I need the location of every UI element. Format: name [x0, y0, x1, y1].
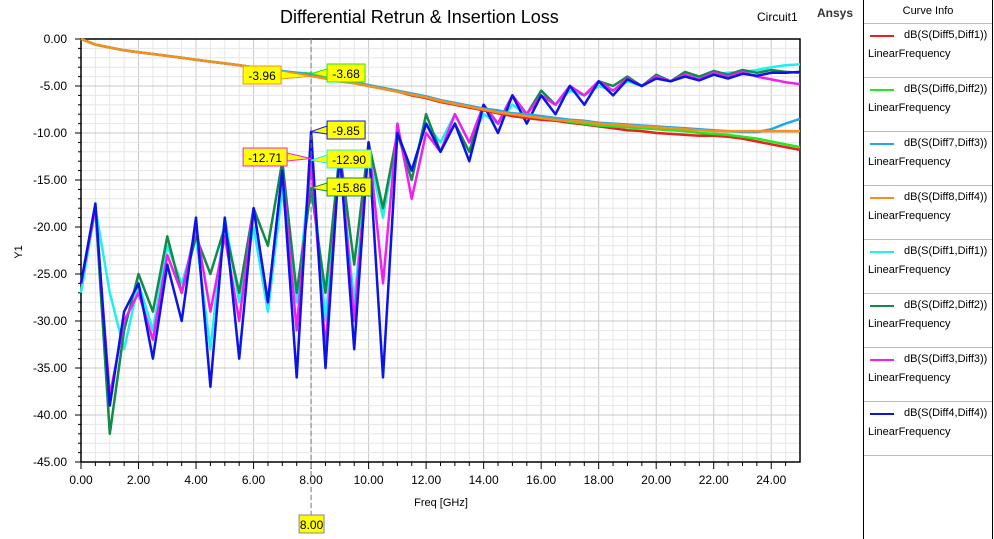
svg-text:8.00: 8.00	[300, 518, 324, 532]
svg-text:-12.90: -12.90	[332, 153, 366, 167]
y-tick-label: -10.00	[33, 126, 67, 140]
x-tick-label: 0.00	[69, 473, 93, 487]
legend-series-name: dB(S(Diff7,Diff3))	[904, 137, 988, 149]
legend-swatch-icon	[870, 413, 894, 415]
cursor-x-badge[interactable]: 8.00	[298, 514, 325, 534]
svg-text:-9.85: -9.85	[332, 124, 360, 138]
brand-logo: Ansys	[817, 6, 854, 20]
legend-swatch-icon	[870, 359, 894, 361]
legend-item[interactable]: dB(S(Diff4,Diff4)) LinearFrequency	[864, 402, 992, 456]
legend-series-name: dB(S(Diff2,Diff2))	[904, 299, 988, 311]
legend-series-name: dB(S(Diff1,Diff1))	[904, 245, 988, 257]
x-tick-label: 16.00	[526, 473, 556, 487]
chart-title: Differential Retrun & Insertion Loss	[280, 7, 559, 27]
x-tick-label: 10.00	[354, 473, 384, 487]
x-tick-label: 14.00	[469, 473, 499, 487]
legend-item[interactable]: dB(S(Diff5,Diff1)) LinearFrequency	[864, 24, 992, 78]
curve-info-legend: Curve Info dB(S(Diff5,Diff1)) LinearFreq…	[863, 0, 993, 539]
x-axis: 0.00 2.00 4.00 6.00 8.00 10.00 12.00 14.00 16.00…	[69, 462, 787, 509]
series-curve[interactable]	[80, 37, 800, 133]
legend-series-sub: LinearFrequency	[868, 318, 951, 330]
x-tick-label: 20.00	[641, 473, 671, 487]
y-axis: 0.00 -5.00 -10.00 -15.00 -20.00 -25.00 -30.00 -…	[13, 32, 81, 469]
x-tick-label: 2.00	[127, 473, 151, 487]
legend-swatch-icon	[870, 251, 894, 253]
marker-label[interactable]: -15.86	[310, 177, 372, 197]
legend-series-sub: LinearFrequency	[868, 156, 951, 168]
marker-label[interactable]: -12.71	[242, 147, 312, 167]
svg-text:-15.86: -15.86	[332, 181, 366, 195]
curves	[79, 37, 801, 436]
circuit-label: Circuit1	[757, 10, 798, 24]
svg-text:-3.68: -3.68	[332, 67, 360, 81]
svg-text:-3.96: -3.96	[248, 69, 276, 83]
x-tick-label: 6.00	[242, 473, 266, 487]
marker-label[interactable]: -12.90	[310, 149, 372, 169]
y-tick-label: -25.00	[33, 267, 67, 281]
legend-series-sub: LinearFrequency	[868, 210, 951, 222]
markers: -3.96 -3.68 -9.85 -12.71 -12.90 -15.86	[242, 63, 372, 197]
legend-swatch-icon	[870, 197, 894, 199]
legend-series-name: dB(S(Diff6,Diff2))	[904, 83, 988, 95]
y-tick-label: 0.00	[44, 32, 68, 46]
x-tick-label: 18.00	[584, 473, 614, 487]
x-tick-label: 22.00	[699, 473, 729, 487]
legend-item[interactable]: dB(S(Diff7,Diff3)) LinearFrequency	[864, 132, 992, 186]
y-tick-label: -35.00	[33, 361, 67, 375]
legend-item[interactable]: dB(S(Diff2,Diff2)) LinearFrequency	[864, 294, 992, 348]
svg-text:-12.71: -12.71	[248, 151, 282, 165]
marker-label[interactable]: -9.85	[310, 120, 366, 140]
legend-series-sub: LinearFrequency	[868, 264, 951, 276]
legend-swatch-icon	[870, 305, 894, 307]
y-tick-label: -40.00	[33, 408, 67, 422]
legend-item[interactable]: dB(S(Diff8,Diff4)) LinearFrequency	[864, 186, 992, 240]
legend-series-sub: LinearFrequency	[868, 48, 951, 60]
y-tick-label: -5.00	[40, 79, 68, 93]
legend-item[interactable]: dB(S(Diff1,Diff1)) LinearFrequency	[864, 240, 992, 294]
legend-swatch-icon	[870, 35, 894, 37]
marker-label[interactable]: -3.68	[310, 63, 366, 83]
y-tick-label: -45.00	[33, 455, 67, 469]
grid	[80, 38, 801, 463]
legend-header: Curve Info	[864, 0, 992, 24]
y-tick-label: -15.00	[33, 173, 67, 187]
series-curve[interactable]	[79, 70, 801, 407]
legend-series-sub: LinearFrequency	[868, 102, 951, 114]
x-tick-label: 4.00	[184, 473, 208, 487]
legend-series-name: dB(S(Diff4,Diff4))	[904, 407, 988, 419]
y-axis-label: Y1	[13, 245, 25, 258]
y-tick-label: -30.00	[33, 314, 67, 328]
legend-swatch-icon	[870, 143, 894, 145]
x-tick-label: 12.00	[411, 473, 441, 487]
x-tick-label: 24.00	[756, 473, 786, 487]
legend-series-name: dB(S(Diff8,Diff4))	[904, 191, 988, 203]
legend-item[interactable]: dB(S(Diff3,Diff3)) LinearFrequency	[864, 348, 992, 402]
legend-series-name: dB(S(Diff3,Diff3))	[904, 353, 988, 365]
x-axis-label: Freq [GHz]	[414, 497, 468, 509]
legend-series-name: dB(S(Diff5,Diff1))	[904, 29, 988, 41]
legend-series-sub: LinearFrequency	[868, 372, 951, 384]
legend-item[interactable]: dB(S(Diff6,Diff2)) LinearFrequency	[864, 78, 992, 132]
y-tick-label: -20.00	[33, 220, 67, 234]
marker-label[interactable]: -3.96	[242, 65, 312, 85]
legend-series-sub: LinearFrequency	[868, 426, 951, 438]
legend-swatch-icon	[870, 89, 894, 91]
plot-area[interactable]: 0.00 -5.00 -10.00 -15.00 -20.00 -25.00 -30.00 -…	[0, 0, 862, 539]
